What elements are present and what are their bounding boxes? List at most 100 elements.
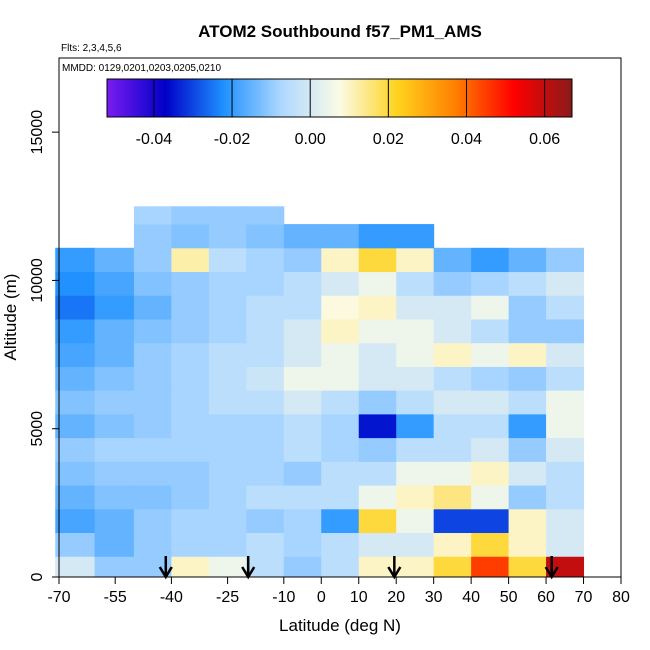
heatmap-cell bbox=[246, 413, 285, 439]
heatmap-cell bbox=[358, 485, 397, 510]
heatmap-cell bbox=[94, 556, 135, 578]
colorbar-tick-label: -0.02 bbox=[214, 131, 251, 148]
heatmap-cell bbox=[471, 508, 510, 534]
arrow-head bbox=[544, 566, 559, 580]
heatmap-cell bbox=[171, 485, 210, 510]
heatmap-cell bbox=[396, 532, 435, 557]
heatmap-cell bbox=[358, 461, 397, 486]
heatmap-cell bbox=[94, 247, 135, 273]
x-tick-label: 10 bbox=[350, 589, 368, 606]
heatmap-cell bbox=[508, 366, 547, 391]
mmdd-note: MMDD: 0129,0201,0203,0205,0210 bbox=[62, 63, 221, 74]
heatmap-cell bbox=[508, 271, 547, 296]
heatmap-cell bbox=[133, 318, 172, 344]
x-tick-label: -25 bbox=[216, 589, 239, 606]
heatmap-cell bbox=[94, 390, 135, 415]
heatmap-cell bbox=[283, 247, 322, 273]
heatmap-cell bbox=[208, 413, 247, 439]
heatmap-cell bbox=[208, 342, 247, 367]
heatmap-cell bbox=[133, 485, 172, 510]
heatmap-cell bbox=[246, 318, 285, 344]
heatmap-cell bbox=[94, 485, 135, 510]
heatmap-cell bbox=[471, 437, 510, 462]
colorbar-ticks: -0.04 -0.02 0.00 0.02 0.04 0.06 bbox=[136, 79, 560, 148]
heatmap-cell bbox=[433, 318, 472, 344]
heatmap-cell bbox=[208, 532, 247, 557]
heatmap-cell bbox=[171, 224, 210, 249]
heatmap-cell bbox=[321, 485, 360, 510]
heatmap-cell bbox=[321, 247, 360, 273]
heatmap-cell bbox=[508, 390, 547, 415]
heatmap-cell bbox=[133, 532, 172, 557]
chart-title: ATOM2 Southbound f57_PM1_AMS bbox=[198, 22, 482, 41]
heatmap-cell bbox=[358, 437, 397, 462]
x-axis: -70 -55 -40 -25 -10 0 10 20 30 40 50 60 70 80 bbox=[47, 577, 630, 606]
heatmap-cell bbox=[171, 342, 210, 367]
heatmap-cell bbox=[94, 437, 135, 462]
heatmap-cell bbox=[396, 413, 435, 439]
heatmap-cell bbox=[358, 413, 397, 439]
heatmap-cell bbox=[55, 532, 96, 557]
heatmap-cell bbox=[321, 508, 360, 534]
heatmap-cell bbox=[208, 247, 247, 273]
heatmap-cell bbox=[508, 485, 547, 510]
heatmap-cell bbox=[133, 366, 172, 391]
heatmap-cell bbox=[283, 342, 322, 367]
heatmap-cell bbox=[433, 390, 472, 415]
heatmap-cell bbox=[208, 271, 247, 296]
heatmap-cell bbox=[283, 271, 322, 296]
heatmap-cell bbox=[133, 271, 172, 296]
heatmap-cell bbox=[94, 508, 135, 534]
heatmap-cell bbox=[246, 342, 285, 367]
heatmap-cell bbox=[208, 556, 247, 578]
heatmap-cell bbox=[546, 532, 585, 557]
heatmap-cell bbox=[55, 556, 96, 578]
heatmap-cell bbox=[171, 437, 210, 462]
heatmap-cell bbox=[358, 532, 397, 557]
heatmap-cell bbox=[546, 366, 585, 391]
heatmap-cell bbox=[246, 224, 285, 249]
heatmap-cell bbox=[133, 295, 172, 320]
y-tick-label: 0 bbox=[29, 572, 46, 581]
heatmap-cell bbox=[55, 271, 96, 296]
heatmap-cell bbox=[283, 508, 322, 534]
heatmap-cell bbox=[246, 532, 285, 557]
plot-frame bbox=[58, 57, 622, 578]
y-tick-label: 5000 bbox=[29, 411, 46, 447]
heatmap-cell bbox=[208, 206, 247, 225]
heatmap-cell bbox=[171, 295, 210, 320]
heatmap-cell bbox=[171, 271, 210, 296]
heatmap-cell bbox=[396, 485, 435, 510]
y-tick-label: 15000 bbox=[29, 110, 46, 155]
heatmap-cell bbox=[55, 413, 96, 439]
heatmap-cell bbox=[246, 508, 285, 534]
heatmap-cell bbox=[321, 532, 360, 557]
heatmap-cell bbox=[508, 413, 547, 439]
heatmap-cell bbox=[94, 318, 135, 344]
x-tick-label: 0 bbox=[317, 589, 326, 606]
x-tick-label: -55 bbox=[104, 589, 127, 606]
x-tick-label: 50 bbox=[500, 589, 518, 606]
heatmap-cell bbox=[358, 390, 397, 415]
arrow-head bbox=[387, 566, 402, 580]
heatmap-cell bbox=[246, 390, 285, 415]
x-tick-label: 70 bbox=[575, 589, 593, 606]
heatmap-cell bbox=[94, 532, 135, 557]
heatmap-cell bbox=[546, 508, 585, 534]
heatmap-cell bbox=[94, 461, 135, 486]
heatmap-cell bbox=[358, 556, 397, 578]
heatmap-cell bbox=[55, 461, 96, 486]
heatmap-cell bbox=[283, 485, 322, 510]
heatmap-cell bbox=[471, 461, 510, 486]
heatmap-cell bbox=[94, 271, 135, 296]
heatmap-cell bbox=[55, 485, 96, 510]
heatmap-cell bbox=[171, 461, 210, 486]
heatmap-cell bbox=[94, 295, 135, 320]
heatmap-cell bbox=[508, 437, 547, 462]
heatmap-cell bbox=[208, 224, 247, 249]
heatmap-cell bbox=[433, 556, 472, 578]
heatmap-cell bbox=[55, 247, 96, 273]
heatmap-cell bbox=[546, 437, 585, 462]
heatmap-cell bbox=[246, 366, 285, 391]
heatmap-cell bbox=[55, 295, 96, 320]
